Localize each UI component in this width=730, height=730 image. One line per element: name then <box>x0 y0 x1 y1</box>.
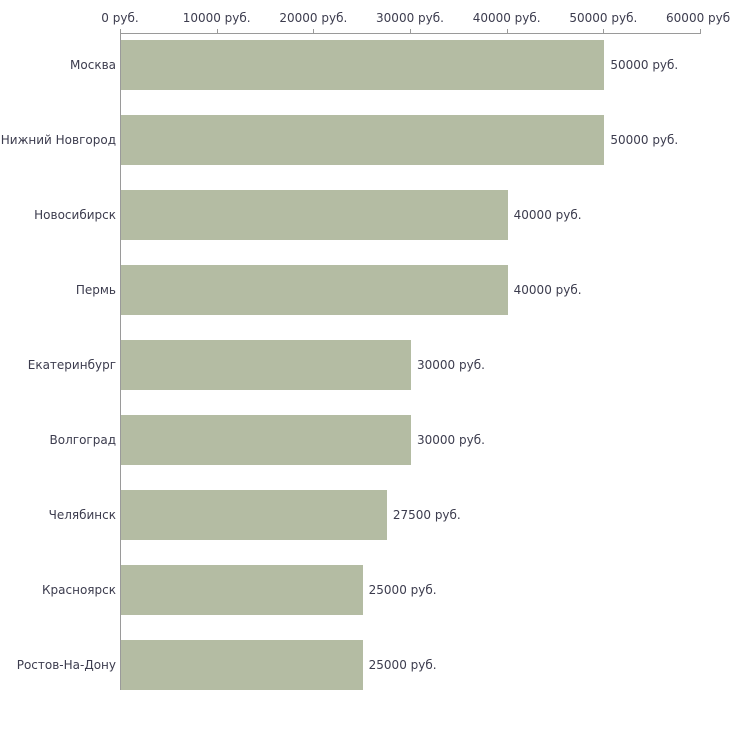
bar <box>121 265 508 315</box>
chart-row: Пермь 40000 руб. <box>0 265 730 315</box>
bar <box>121 565 363 615</box>
category-label: Волгоград <box>49 433 116 447</box>
chart-row: Нижний Новгород 50000 руб. <box>0 115 730 165</box>
chart-row: Новосибирск 40000 руб. <box>0 190 730 240</box>
category-label: Екатеринбург <box>27 358 116 372</box>
x-tick-label: 40000 руб. <box>472 11 541 25</box>
category-label: Новосибирск <box>34 208 116 222</box>
x-tick-mark <box>700 29 701 33</box>
x-tick-label: 0 руб. <box>101 11 139 25</box>
x-tick-label: 10000 руб. <box>182 11 251 25</box>
y-axis-line <box>120 33 121 690</box>
x-tick-mark <box>410 29 411 33</box>
x-tick-mark <box>313 29 315 33</box>
bar <box>121 115 605 165</box>
category-label: Москва <box>70 58 116 72</box>
x-tick-label: 50000 руб. <box>569 11 638 25</box>
value-label: 50000 руб. <box>610 58 679 72</box>
chart-row: Красноярск 25000 руб. <box>0 565 730 615</box>
value-label: 40000 руб. <box>513 283 582 297</box>
category-label: Челябинск <box>48 508 116 522</box>
value-label: 30000 руб. <box>417 433 485 447</box>
value-label: 27500 руб. <box>392 508 461 522</box>
chart-row: Екатеринбург 30000 руб. <box>0 340 730 390</box>
x-tick-label: 20000 руб. <box>279 11 348 25</box>
x-tick-mark <box>506 29 508 33</box>
chart-row: Волгоград 30000 руб. <box>0 415 730 465</box>
x-tick-label: 30000 руб. <box>376 11 444 25</box>
x-tick-mark <box>216 29 218 33</box>
category-label: Нижний Новгород <box>0 133 116 147</box>
bar <box>121 640 363 690</box>
chart-row: Ростов-На-Дону 25000 руб. <box>0 640 730 690</box>
bar <box>121 490 387 540</box>
x-tick-mark <box>603 29 605 33</box>
value-label: 30000 руб. <box>417 358 485 372</box>
category-label: Пермь <box>75 283 116 297</box>
chart-row: Челябинск 27500 руб. <box>0 490 730 540</box>
value-label: 50000 руб. <box>610 133 679 147</box>
value-label: 40000 руб. <box>513 208 582 222</box>
category-label: Красноярск <box>42 583 116 597</box>
bar <box>121 415 411 465</box>
bar <box>121 40 605 90</box>
x-axis-line <box>120 33 701 34</box>
x-tick-mark <box>120 29 121 33</box>
bar <box>121 190 508 240</box>
value-label: 25000 руб. <box>368 658 437 672</box>
bar <box>121 340 411 390</box>
x-tick-label: 60000 руб. <box>666 11 730 25</box>
category-label: Ростов-На-Дону <box>16 658 116 672</box>
value-label: 25000 руб. <box>368 583 437 597</box>
chart-row: Москва 50000 руб. <box>0 40 730 90</box>
